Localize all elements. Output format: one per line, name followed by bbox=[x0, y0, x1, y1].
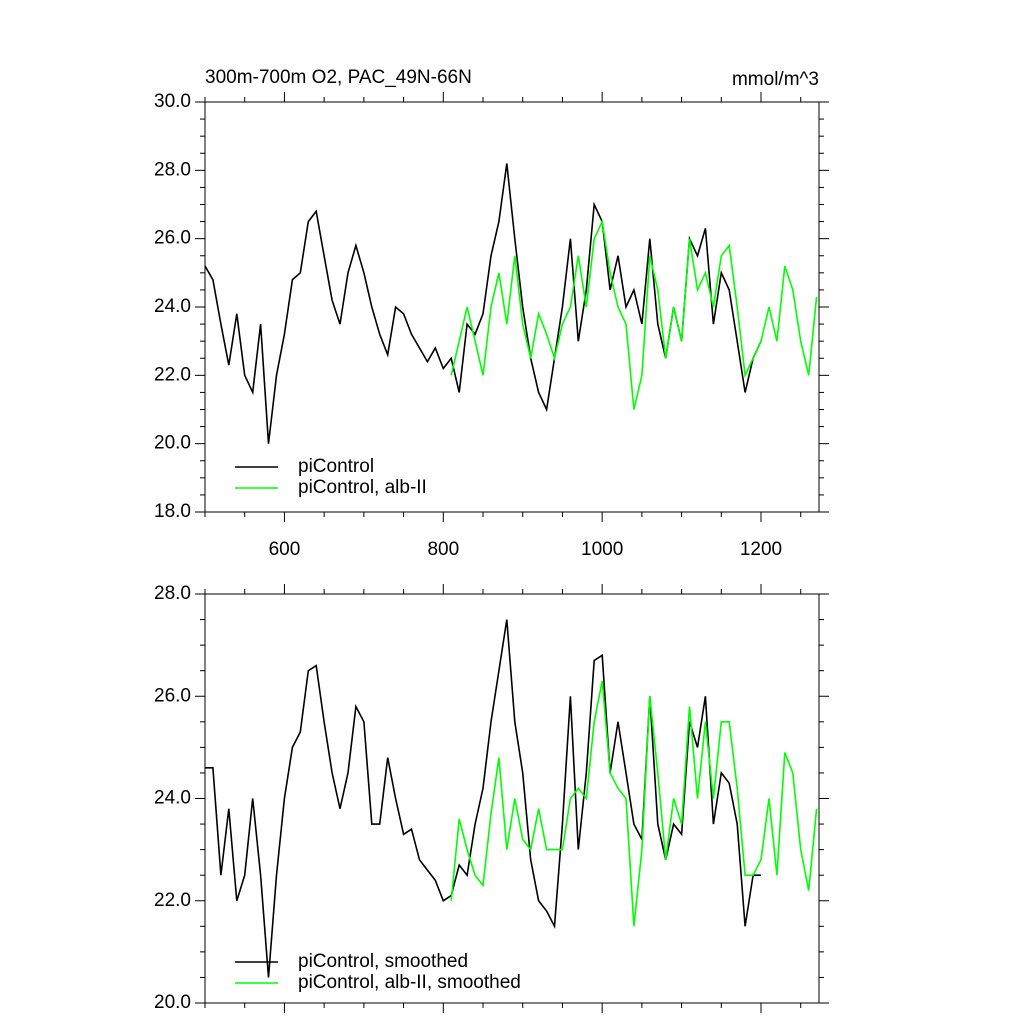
chart-title: 300m-700m O2, PAC_49N-66N bbox=[205, 67, 472, 88]
y-tick-label: 24.0 bbox=[154, 788, 191, 809]
y-tick-label: 28.0 bbox=[154, 583, 191, 604]
x-tick-label: 800 bbox=[427, 539, 459, 560]
y-tick-label: 24.0 bbox=[154, 296, 191, 317]
series-line bbox=[204, 163, 762, 444]
legend-label: piControl bbox=[298, 456, 374, 477]
y-tick-label: 28.0 bbox=[154, 159, 191, 180]
y-tick-label: 22.0 bbox=[154, 890, 191, 911]
legend-label: piControl, alb-II bbox=[298, 477, 427, 498]
x-tick-label: 600 bbox=[269, 539, 301, 560]
y-tick-label: 18.0 bbox=[154, 501, 191, 522]
y-tick-label: 30.0 bbox=[154, 91, 191, 112]
series-line bbox=[450, 680, 818, 927]
x-tick-label: 1000 bbox=[581, 539, 623, 560]
x-tick-label: 1200 bbox=[740, 539, 782, 560]
legend-label: piControl, alb-II, smoothed bbox=[298, 972, 521, 993]
y-tick-label: 26.0 bbox=[154, 228, 191, 249]
units-label: mmol/m^3 bbox=[732, 69, 819, 90]
series-line bbox=[205, 619, 761, 978]
series-line bbox=[450, 218, 818, 410]
y-tick-label: 26.0 bbox=[154, 685, 191, 706]
plot-frame bbox=[204, 593, 820, 1004]
y-tick-label: 22.0 bbox=[154, 364, 191, 385]
y-tick-label: 20.0 bbox=[154, 433, 191, 454]
legend-label: piControl, smoothed bbox=[298, 951, 468, 972]
plot-frame bbox=[204, 101, 820, 513]
y-tick-label: 20.0 bbox=[154, 992, 191, 1013]
